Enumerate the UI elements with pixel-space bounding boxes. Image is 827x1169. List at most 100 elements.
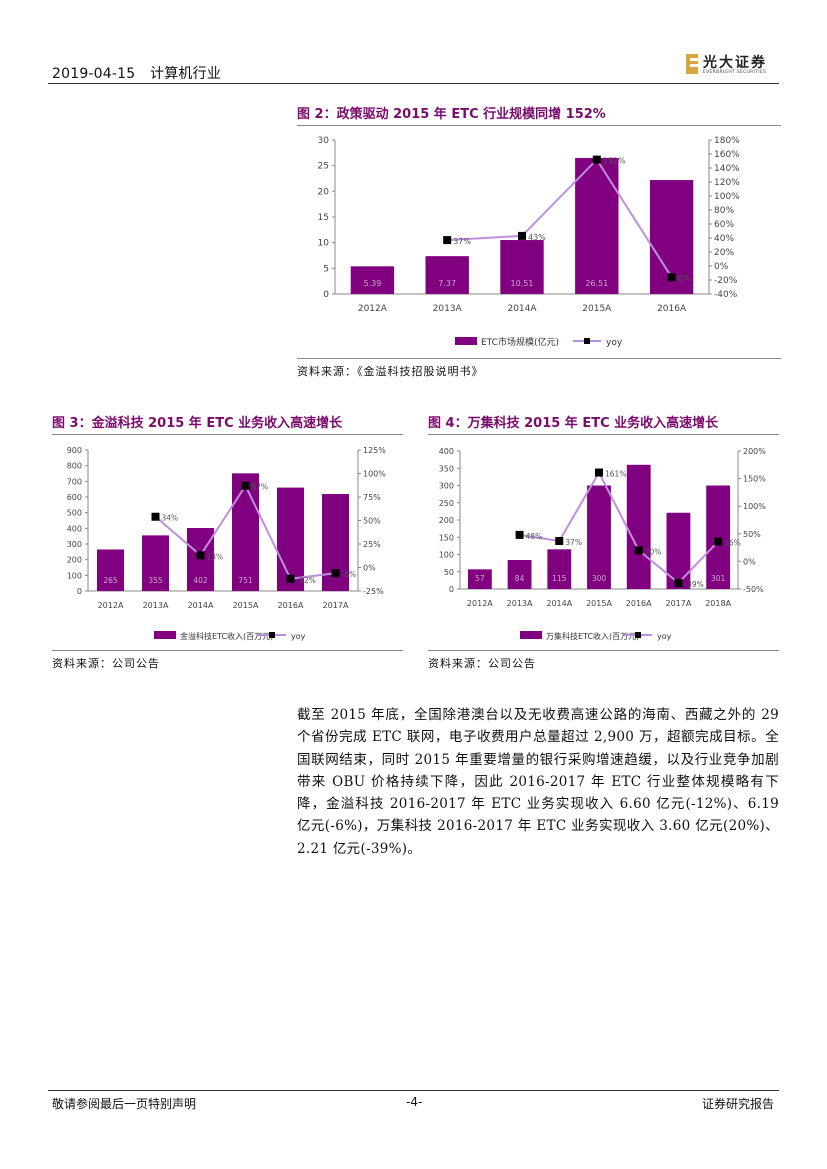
bar-data-label: 84	[515, 574, 525, 583]
bar	[425, 256, 469, 294]
yoy-marker	[592, 155, 601, 164]
legend-line-label: yoy	[291, 632, 306, 641]
figure-4-top-rule	[428, 434, 779, 435]
bar	[97, 549, 124, 591]
y-left-tick-label: 0	[449, 585, 454, 594]
yoy-line	[447, 158, 673, 278]
yoy-marker	[515, 530, 524, 539]
x-tick-label: 2012A	[98, 601, 124, 610]
bar-data-label: 355	[148, 576, 163, 585]
bar-data-label: 5.39	[363, 279, 381, 288]
y-left-tick-label: 15	[318, 213, 329, 223]
report-date: 2019-04-15	[52, 66, 136, 82]
y-left-tick-label: 25	[318, 162, 329, 172]
x-tick-label: 2012A	[467, 599, 493, 608]
legend-line-label: yoy	[606, 338, 623, 348]
figure-4-chart: 0 50 100 150 200 250 300 350 400 -50% 0% 50% 100% 150…	[439, 447, 767, 641]
bar-data-label: 26.51	[585, 279, 608, 288]
legend-line-label: yoy	[657, 632, 672, 641]
yoy-data-label: 20%	[645, 547, 662, 556]
y-left-tick-label: 250	[439, 499, 454, 508]
bar-data-label: 57	[475, 574, 485, 583]
body-paragraph: 截至 2015 年底，全国除港澳台以及无收费高速公路的海南、西藏之外的 29 个…	[297, 707, 779, 857]
logo-text: 光大证券	[703, 55, 767, 71]
figure-4-title: 图 4：万集科技 2015 年 ETC 业务收入高速增长	[428, 416, 719, 431]
figure-3-title: 图 3：金溢科技 2015 年 ETC 业务收入高速增长	[52, 416, 343, 431]
y-right-tick-label: 150%	[743, 475, 766, 484]
y-left-tick-label: 400	[67, 524, 82, 533]
y-right-tick-label: 20%	[714, 248, 734, 258]
bar	[232, 473, 259, 591]
report-industry: 计算机行业	[150, 66, 222, 82]
y-right-tick-label: 125%	[363, 446, 386, 455]
y-left-tick-label: 5	[323, 264, 329, 274]
y-right-tick-label: 100%	[363, 470, 386, 479]
logo-icon	[686, 54, 698, 74]
y-right-tick-label: -20%	[714, 276, 738, 286]
bar	[507, 560, 532, 589]
logo-subtext: EVERBRIGHT SECURITIES	[703, 70, 767, 75]
x-tick-label: 2013A	[433, 304, 463, 314]
bar	[666, 512, 691, 589]
bar-data-label: 7.37	[438, 279, 456, 288]
bar	[142, 535, 169, 591]
report-header: 2019-04-15 计算机行业	[52, 63, 231, 83]
bar	[587, 485, 611, 589]
x-tick-label: 2015A	[586, 599, 612, 608]
legend-bar-label: 万集科技ETC收入(百万元)	[546, 631, 639, 641]
y-left-tick-label: 900	[67, 446, 82, 455]
yoy-data-label: 43%	[528, 233, 546, 242]
y-left-tick-label: 600	[67, 493, 82, 502]
y-right-tick-label: 40%	[714, 234, 734, 244]
yoy-data-label: 34%	[162, 514, 179, 523]
y-left-tick-label: 200	[439, 516, 454, 525]
figure-4-source: 资料来源：公司公告	[428, 657, 536, 670]
y-right-tick-label: 120%	[714, 178, 740, 188]
bar-data-label: 115	[552, 574, 567, 583]
y-right-tick-label: 0%	[363, 564, 376, 573]
bar-data-label: 10.51	[511, 279, 534, 288]
figure-2-title: 图 2：政策驱动 2015 年 ETC 行业规模同增 152%	[297, 107, 606, 122]
figure-3-top-rule	[52, 434, 403, 435]
x-tick-label: 2015A	[582, 304, 612, 314]
y-left-tick-label: 300	[439, 482, 454, 491]
y-right-tick-label: -50%	[743, 585, 764, 594]
bar-data-label: 751	[238, 576, 253, 585]
y-right-tick-label: 180%	[714, 136, 740, 146]
figure-3-source: 资料来源：公司公告	[52, 657, 160, 670]
yoy-data-label: -6%	[342, 570, 357, 579]
yoy-data-label: 87%	[252, 483, 269, 492]
y-right-tick-label: 140%	[714, 164, 740, 174]
yoy-data-label: 152%	[603, 157, 626, 166]
legend-bar-swatch	[455, 337, 477, 345]
figure-2-source: 资料来源：《金溢科技招股说明书》	[297, 365, 484, 378]
y-left-tick-label: 300	[67, 540, 82, 549]
x-tick-label: 2016A	[657, 304, 687, 314]
legend-bar-label: 金溢科技ETC收入(百万元)	[180, 631, 273, 641]
footer-rule	[48, 1090, 779, 1091]
legend-line-marker	[269, 632, 275, 638]
yoy-data-label: 13%	[207, 552, 224, 561]
yoy-data-label: -12%	[297, 576, 316, 585]
y-right-tick-label: 160%	[714, 150, 740, 160]
yoy-data-label: 37%	[453, 237, 471, 246]
bar-data-label: 300	[592, 574, 607, 583]
yoy-marker	[595, 468, 603, 477]
yoy-marker	[443, 236, 452, 245]
yoy-marker	[331, 569, 340, 578]
y-right-tick-label: -25%	[363, 587, 384, 596]
bar	[706, 485, 731, 589]
y-right-tick-label: 0%	[714, 262, 729, 272]
footer-report-type: 证券研究报告	[702, 1097, 775, 1111]
figure-4-bottom-rule	[428, 650, 779, 651]
y-right-tick-label: 75%	[363, 493, 381, 502]
y-right-tick-label: -40%	[714, 290, 738, 300]
yoy-data-label: 0%	[678, 274, 691, 283]
yoy-marker	[151, 512, 160, 521]
bar-data-label: 265	[103, 576, 118, 585]
yoy-marker	[667, 273, 676, 282]
y-left-tick-label: 150	[439, 533, 454, 542]
yoy-data-label: 36%	[724, 539, 741, 548]
y-left-tick-label: 350	[439, 464, 454, 473]
figure-2-chart: 0 5 10 15 20 25 30 -40% -20% 0% 20% 40% 60% 80% 100% 12…	[318, 136, 741, 348]
